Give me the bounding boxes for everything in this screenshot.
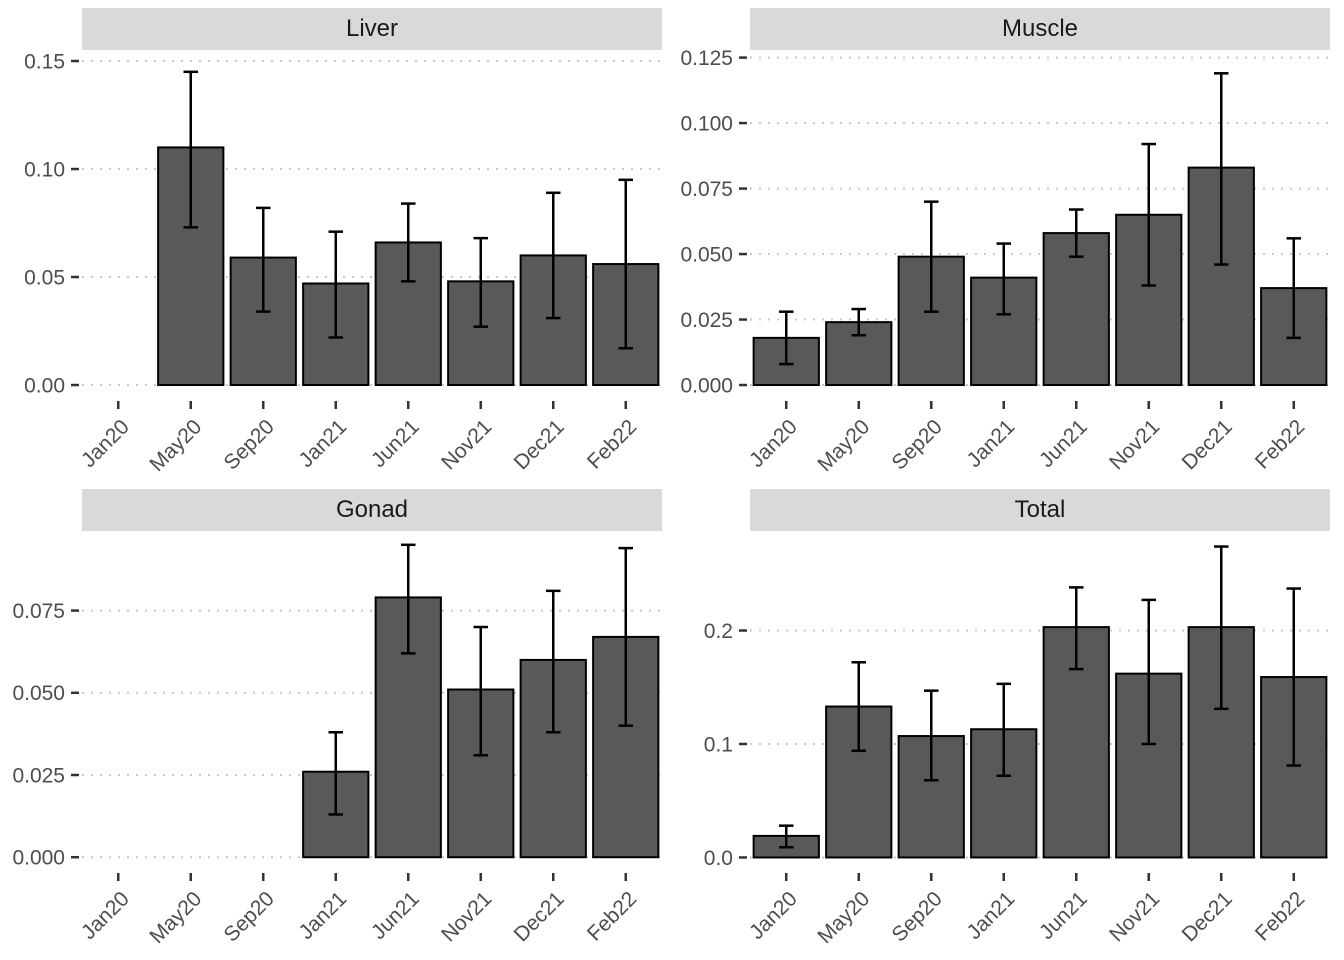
y-axis-label: 0.000	[680, 374, 733, 397]
y-axis-label: 0.100	[680, 112, 733, 135]
y-axis-label: 0.2	[704, 620, 733, 643]
facet-title-liver: Liver	[345, 15, 399, 42]
y-axis-label: 0.050	[12, 682, 65, 705]
facet-title-gonad: Gonad	[335, 496, 409, 523]
x-axis-label: Jun21	[1035, 415, 1092, 472]
x-axis-label: Jan21	[963, 415, 1020, 472]
x-axis-label: Nov21	[437, 415, 496, 474]
x-axis-label: Sep20	[888, 887, 947, 946]
x-axis-label: Jan20	[745, 415, 802, 472]
facet-strip-liver: Liver	[82, 8, 662, 50]
x-axis-label: Dec21	[510, 415, 569, 474]
facet-strip-gonad: Gonad	[82, 489, 662, 531]
x-axis-label: Feb22	[1251, 415, 1309, 473]
x-axis-label: May20	[145, 415, 206, 476]
y-axis-label: 0.10	[24, 158, 65, 181]
y-axis-label: 0.15	[24, 50, 65, 73]
y-axis-label: 0.075	[680, 178, 733, 201]
x-axis-label: Jan20	[745, 887, 802, 944]
x-axis-label: Jun21	[367, 415, 424, 472]
panel-total: 0.0 0.1 0.2 Jan20 May20 Sep20 Jan21 Jun21 Nov21 D…	[672, 480, 1344, 960]
x-axis-label: Nov21	[1105, 415, 1164, 474]
x-axis-label: Feb22	[583, 887, 641, 945]
y-axis-label: 0.075	[12, 600, 65, 623]
panel-muscle: 0.000 0.025 0.050 0.075 0.100 0.125 Jan20 May20…	[672, 0, 1344, 480]
x-axis-label: Sep20	[220, 887, 279, 946]
x-axis-label: Jun21	[1035, 887, 1092, 944]
y-axis-label: 0.00	[24, 374, 65, 397]
y-axis-label: 0.025	[680, 309, 733, 332]
x-axis-label: Dec21	[510, 887, 569, 946]
facet-strip-total: Total	[750, 489, 1330, 531]
facet-title-muscle: Muscle	[1001, 15, 1079, 42]
panel-liver: 0.00 0.05 0.10 0.15 Jan20 May20 Sep20 Jan21 Jun2…	[0, 0, 672, 480]
bar	[1042, 232, 1110, 387]
y-axis-label: 0.125	[680, 47, 733, 70]
facet-strip-muscle: Muscle	[750, 8, 1330, 50]
y-axis-label: 0.025	[12, 764, 65, 787]
x-axis-label: Nov21	[1105, 887, 1164, 946]
y-axis-label: 0.050	[680, 243, 733, 266]
x-axis-label: May20	[813, 887, 874, 948]
x-axis-label: Sep20	[220, 415, 279, 474]
x-axis-label: Jan21	[963, 887, 1020, 944]
x-axis-label: Feb22	[583, 415, 641, 473]
liver-chart: 0.00 0.05 0.10 0.15 Jan20 May20 Sep20 Jan21 Jun2…	[24, 50, 662, 476]
y-axis-label: 0.1	[704, 733, 733, 756]
y-axis-label: 0.05	[24, 266, 65, 289]
x-axis-label: Jan21	[295, 887, 352, 944]
x-axis-label: Jun21	[367, 887, 424, 944]
x-axis-label: Jan21	[295, 415, 352, 472]
x-axis-label: Nov21	[437, 887, 496, 946]
y-axis-label: 0.0	[704, 847, 733, 870]
x-axis-label: Sep20	[888, 415, 947, 474]
x-axis-label: Jan20	[77, 887, 134, 944]
x-axis-label: Feb22	[1251, 887, 1309, 945]
x-axis-label: May20	[145, 887, 206, 948]
muscle-chart: 0.000 0.025 0.050 0.075 0.100 0.125 Jan20 May20…	[680, 47, 1330, 476]
x-axis-label: Dec21	[1178, 887, 1237, 946]
x-axis-label: May20	[813, 415, 874, 476]
y-axis-label: 0.000	[12, 847, 65, 870]
x-axis-label: Dec21	[1178, 415, 1237, 474]
facet-title-total: Total	[1014, 496, 1066, 523]
total-chart: 0.0 0.1 0.2 Jan20 May20 Sep20 Jan21 Jun21 Nov21 D…	[704, 545, 1330, 948]
x-axis-label: Jan20	[77, 415, 134, 472]
gonad-chart: 0.000 0.025 0.050 0.075 Jan20 May20 Sep20 Jan21…	[12, 543, 662, 948]
panel-gonad: 0.000 0.025 0.050 0.075 Jan20 May20 Sep20 Jan21…	[0, 480, 672, 960]
